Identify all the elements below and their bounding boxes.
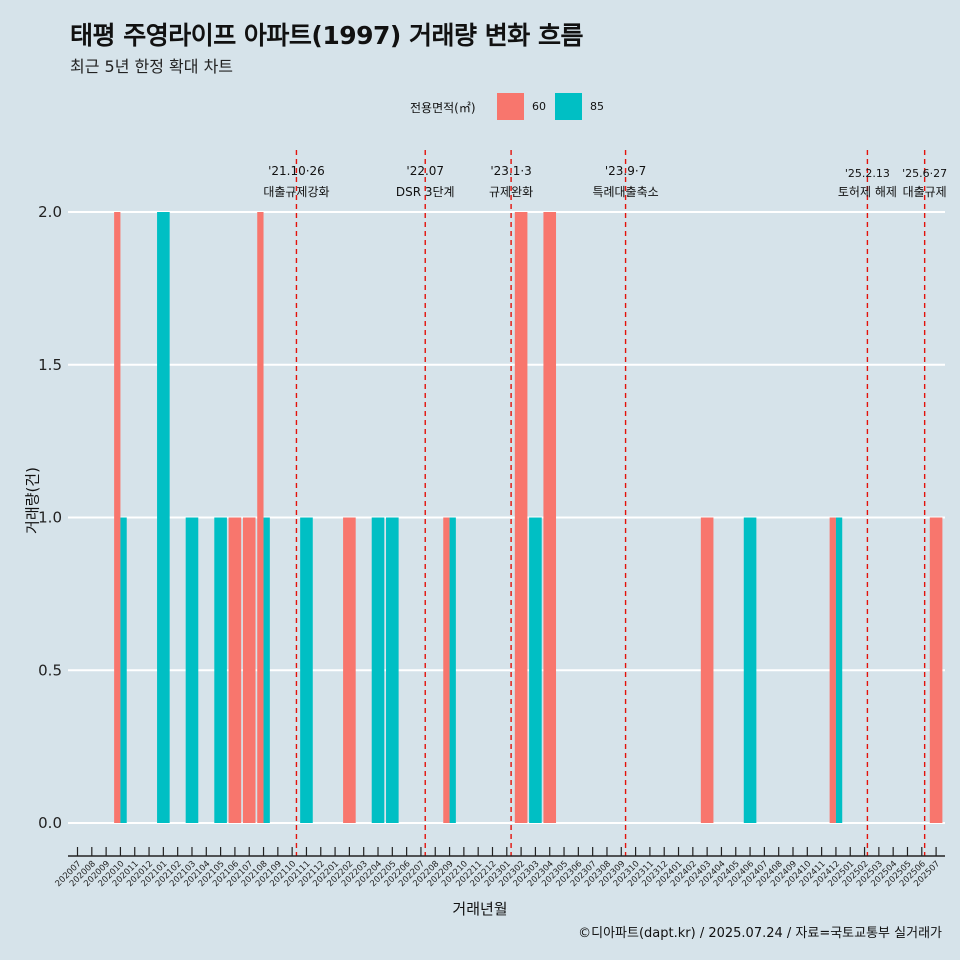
legend-label-60: 60: [532, 100, 546, 113]
legend-label-85: 85: [590, 100, 604, 113]
legend-title: 전용면적(㎡): [410, 101, 476, 115]
bar-85-202111: [300, 517, 313, 823]
chart-title: 태평 주영라이프 아파트(1997) 거래량 변화 흐름: [70, 21, 583, 50]
bar-60-202107: [242, 517, 256, 823]
chart-subtitle: 최근 5년 한정 확대 차트: [70, 57, 234, 76]
y-tick-label: 0.0: [38, 814, 62, 832]
legend-key-60: [497, 93, 524, 120]
source-caption: ©디아파트(dapt.kr) / 2025.07.24 / 자료=국토교통부 실…: [578, 926, 942, 941]
bar-60-202106: [228, 517, 242, 823]
event-text-label: 대출규제강화: [263, 185, 329, 199]
bar-85-202010: [120, 517, 127, 823]
bar-85-202103: [185, 517, 199, 823]
bar-60-202202: [343, 517, 356, 823]
event-text-label: 대출규제: [903, 185, 947, 199]
bar-60-202412: [829, 517, 836, 823]
legend: 전용면적(㎡) 60 85: [0, 93, 960, 121]
y-axis-label: 거래량(건): [23, 467, 42, 534]
event-date-label: '23.9·7: [605, 164, 646, 178]
y-tick-label: 2.0: [38, 203, 62, 221]
bar-60-202209: [443, 517, 450, 823]
bar-60-202304: [543, 212, 557, 823]
x-axis-label: 거래년월: [452, 900, 508, 918]
legend-key-85: [555, 93, 582, 120]
event-text-label: 특례대출축소: [592, 185, 658, 199]
bar-85-202105: [214, 517, 227, 823]
event-date-label: '21.10·26: [268, 164, 325, 178]
y-tick-label: 1.0: [38, 509, 62, 527]
bar-60-202403: [700, 517, 714, 823]
bar-85-202101: [157, 212, 170, 823]
bar-60-202010: [114, 212, 121, 823]
bar-85-202303: [529, 517, 542, 823]
event-text-label: 토허제 해제: [838, 185, 897, 199]
bar-85-202209: [449, 517, 456, 823]
event-text-label: DSR 3단계: [396, 185, 455, 199]
y-tick-label: 0.5: [38, 661, 62, 679]
event-date-label: '25.6·27: [902, 167, 947, 180]
bar-60-202108: [257, 212, 264, 823]
bar-60-202302: [514, 212, 528, 823]
bar-85-202412: [835, 517, 843, 823]
event-text-label: 규제완화: [489, 185, 533, 199]
bar-85-202205: [386, 517, 399, 823]
bar-85-202108: [263, 517, 270, 823]
bar-85-202406: [743, 517, 757, 823]
event-date-label: '25.2.13: [845, 167, 890, 180]
y-tick-label: 1.5: [38, 356, 62, 374]
bar-60-202507: [929, 517, 943, 823]
event-date-label: '22.07: [406, 164, 444, 178]
bar-85-202204: [371, 517, 385, 823]
event-date-label: '23.1·3: [490, 164, 531, 178]
